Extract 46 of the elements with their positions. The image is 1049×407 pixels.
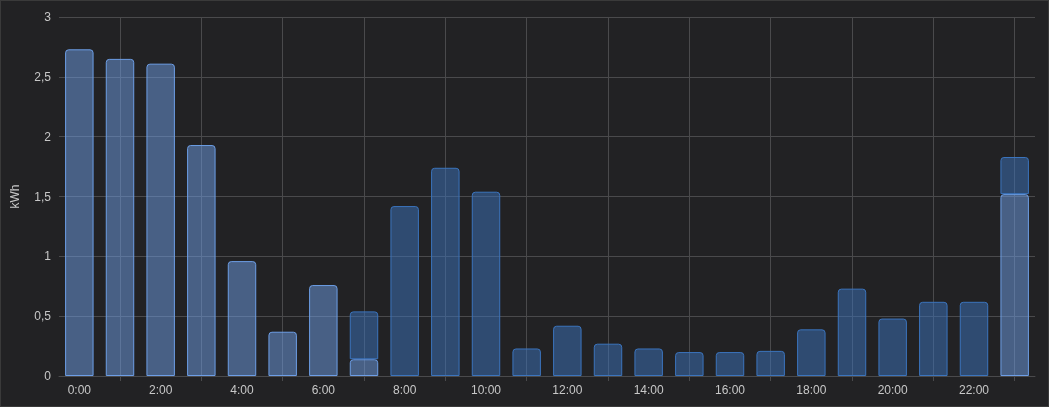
x-tick-label: 18:00 [796, 383, 827, 397]
bar [349, 311, 379, 360]
bar [349, 359, 379, 376]
y-tick-label: 2,5 [34, 69, 52, 84]
bar [187, 145, 216, 376]
bar [1000, 194, 1029, 376]
bar [65, 49, 94, 376]
x-tick-label: 20:00 [877, 383, 909, 397]
bar [227, 261, 257, 376]
bar [431, 167, 460, 376]
bar [797, 329, 826, 376]
bar [1000, 157, 1029, 195]
x-tick-label: 10:00 [470, 383, 502, 397]
bar [756, 350, 785, 376]
bar [309, 285, 338, 376]
bar [105, 58, 135, 376]
x-tick-label: 6:00 [311, 383, 336, 397]
x-tick-label: 0:00 [67, 383, 92, 397]
bar [919, 301, 948, 376]
bar [390, 206, 419, 376]
bar [675, 352, 704, 376]
y-tick-label: 1 [44, 249, 52, 264]
y-tick-label: 0 [44, 369, 52, 383]
bar [837, 288, 867, 376]
y-axis-title: kWh [8, 184, 22, 209]
y-tick-label: 0,5 [34, 309, 52, 324]
x-tick-label: 4:00 [230, 383, 254, 397]
x-tick-label: 8:00 [392, 383, 417, 397]
bar [593, 343, 623, 376]
x-tick-label: 16:00 [714, 383, 746, 397]
x-tick-label: 14:00 [633, 383, 665, 397]
y-tick-label: 2 [44, 129, 52, 144]
y-tick-label: 3 [44, 10, 52, 24]
x-tick-label: 22:00 [958, 383, 990, 397]
bar [959, 301, 989, 376]
bar [634, 348, 663, 376]
bar [146, 63, 175, 376]
y-tick-label: 1,5 [34, 189, 52, 204]
x-tick-label: 12:00 [552, 383, 583, 397]
x-tick-label: 2:00 [148, 383, 173, 397]
bar [715, 352, 745, 376]
bar [878, 318, 907, 376]
bar [268, 331, 297, 376]
bar [471, 191, 501, 376]
bar [512, 348, 541, 376]
bar [553, 325, 582, 376]
